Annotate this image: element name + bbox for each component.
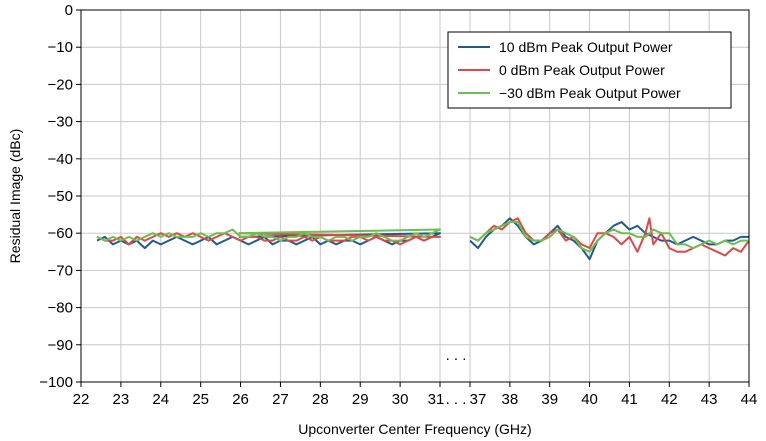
x-tick-label: 28	[312, 391, 329, 408]
x-tick-label: 29	[352, 391, 369, 408]
series-line	[96, 232, 441, 250]
x-tick-label: 37	[470, 391, 487, 408]
x-tick-label: 23	[113, 391, 130, 408]
x-tick-label: 43	[701, 391, 718, 408]
y-tick-label: 0	[65, 2, 73, 19]
series-line	[96, 232, 441, 246]
legend-entry: 0 dBm Peak Output Power	[499, 62, 665, 78]
legend: 10 dBm Peak Output Power 0 dBm Peak Outpu…	[447, 31, 732, 109]
y-tick-label: −100	[39, 374, 73, 391]
series-lines	[96, 217, 750, 261]
x-tick-label: 25	[192, 391, 209, 408]
legend-entry: 10 dBm Peak Output Power	[499, 39, 673, 55]
x-tick-label: 42	[661, 391, 678, 408]
x-tick-label: 22	[73, 391, 90, 408]
y-tick-label: −60	[48, 225, 73, 242]
y-tick-label: −90	[48, 337, 73, 354]
x-tick-label: 31	[428, 391, 445, 408]
axis-break-marker: . . .	[446, 391, 467, 408]
x-tick-label: 40	[581, 391, 598, 408]
x-axis-title: Upconverter Center Frequency (GHz)	[298, 421, 531, 437]
x-tick-label: 30	[392, 391, 409, 408]
x-tick-label: 44	[741, 391, 758, 408]
y-tick-label: −80	[48, 300, 73, 317]
x-tick-label: 26	[232, 391, 249, 408]
plot-frame	[80, 9, 750, 383]
series-line	[96, 228, 441, 242]
legend-entry: −30 dBm Peak Output Power	[499, 85, 681, 101]
series-line	[469, 221, 749, 253]
y-tick-label: −20	[48, 76, 73, 93]
y-tick-label: −40	[48, 151, 73, 168]
y-tick-label: −30	[48, 114, 73, 131]
x-tick-label: 27	[272, 391, 289, 408]
plot-break-dots: . . .	[446, 347, 467, 364]
x-tick-label: 41	[621, 391, 638, 408]
x-tick-label: 24	[152, 391, 169, 408]
x-tick-label: 39	[541, 391, 558, 408]
y-tick-label: −70	[48, 262, 73, 279]
series-line	[469, 217, 749, 261]
x-tick-label: 38	[502, 391, 519, 408]
y-axis-title: Residual Image (dBc)	[7, 129, 23, 264]
y-tick-label: −50	[48, 188, 73, 205]
legend-box	[447, 31, 732, 109]
y-tick-label: −10	[48, 39, 73, 56]
